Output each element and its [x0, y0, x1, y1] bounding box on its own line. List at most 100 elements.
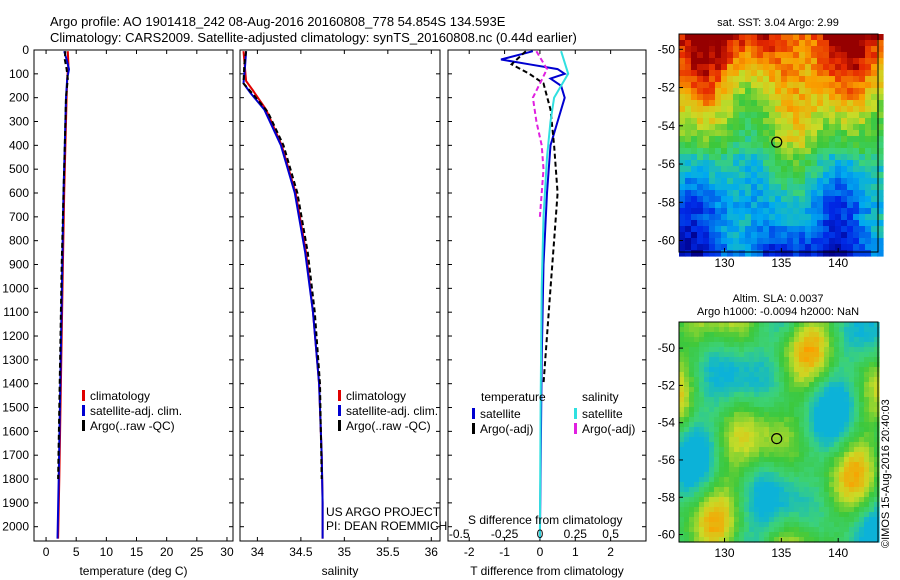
heatmap-cell	[835, 70, 842, 77]
heatmap-cell	[817, 106, 824, 113]
heatmap-cell	[749, 412, 755, 418]
heatmap-cell	[763, 220, 770, 227]
heatmap-cell	[877, 58, 884, 65]
heatmap-cell	[847, 172, 854, 179]
heatmap-cell	[829, 532, 835, 538]
heatmap-cell	[739, 447, 745, 453]
heatmap-cell	[823, 106, 830, 113]
heatmap-cell	[864, 492, 870, 498]
heatmap-cell	[787, 148, 794, 155]
heatmap-cell	[727, 112, 734, 119]
heatmap-cell	[774, 427, 780, 433]
heatmap-cell	[799, 322, 805, 328]
heatmap-cell	[719, 472, 725, 478]
x-tick-label: -2	[464, 545, 475, 559]
heatmap-cell	[784, 437, 790, 443]
heatmap-cell	[689, 457, 695, 463]
heatmap-cell	[769, 208, 776, 215]
heatmap-cell	[694, 532, 700, 538]
heatmap-cell	[764, 467, 770, 473]
heatmap-cell	[794, 322, 800, 328]
heatmap-cell	[709, 482, 715, 488]
heatmap-cell	[769, 94, 776, 101]
heatmap-cell	[823, 220, 830, 227]
heatmap-cell	[823, 142, 830, 149]
heatmap-cell	[859, 202, 866, 209]
x-tick-label: 140	[828, 546, 848, 560]
heatmap-cell	[739, 118, 746, 125]
heatmap-cell	[709, 244, 716, 251]
heatmap-cell	[829, 76, 836, 83]
heatmap-cell	[799, 220, 806, 227]
heatmap-cell	[864, 362, 870, 368]
heatmap-cell	[775, 40, 782, 47]
heatmap-cell	[779, 377, 785, 383]
legend-swatch	[472, 423, 475, 434]
heatmap-cell	[779, 532, 785, 538]
heatmap-cell	[789, 462, 795, 468]
heatmap-cell	[679, 154, 686, 161]
heatmap-cell	[689, 507, 695, 513]
heatmap-cell	[793, 82, 800, 89]
heatmap-cell	[871, 166, 878, 173]
heatmap-cell	[853, 220, 860, 227]
heatmap-cell	[877, 82, 884, 89]
heatmap-cell	[824, 407, 830, 413]
heatmap-cell	[871, 64, 878, 71]
heatmap-cell	[849, 437, 855, 443]
heatmap-cell	[869, 482, 875, 488]
heatmap-cell	[774, 327, 780, 333]
heatmap-cell	[834, 477, 840, 483]
heatmap-cell	[849, 362, 855, 368]
heatmap-cell	[691, 112, 698, 119]
heatmap-cell	[759, 497, 765, 503]
heatmap-cell	[699, 462, 705, 468]
heatmap-cell	[759, 522, 765, 528]
heatmap-cell	[864, 392, 870, 398]
heatmap-cell	[809, 467, 815, 473]
heatmap-cell	[727, 52, 734, 59]
heatmap-cell	[774, 332, 780, 338]
heatmap-cell	[874, 447, 880, 453]
heatmap-cell	[854, 332, 860, 338]
heatmap-cell	[685, 250, 692, 257]
heatmap-cell	[719, 372, 725, 378]
heatmap-cell	[854, 347, 860, 353]
heatmap-cell	[844, 392, 850, 398]
heatmap-cell	[699, 387, 705, 393]
heatmap-cell	[704, 347, 710, 353]
heatmap-cell	[864, 477, 870, 483]
heatmap-cell	[864, 347, 870, 353]
heatmap-cell	[799, 347, 805, 353]
heatmap-cell	[799, 537, 805, 543]
heatmap-cell	[877, 34, 884, 41]
heatmap-cell	[774, 392, 780, 398]
heatmap-cell	[739, 88, 746, 95]
heatmap-cell	[781, 124, 788, 131]
heatmap-cell	[869, 527, 875, 533]
heatmap-cell	[829, 447, 835, 453]
heatmap-cell	[779, 357, 785, 363]
heatmap-cell	[834, 512, 840, 518]
heatmap-cell	[849, 402, 855, 408]
heatmap-cell	[685, 130, 692, 137]
heatmap-cell	[853, 52, 860, 59]
heatmap-cell	[709, 94, 716, 101]
heatmap-cell	[811, 70, 818, 77]
heatmap-cell	[817, 94, 824, 101]
heatmap-cell	[715, 70, 722, 77]
heatmap-cell	[814, 517, 820, 523]
heatmap-cell	[703, 184, 710, 191]
heatmap-cell	[694, 417, 700, 423]
heatmap-cell	[829, 462, 835, 468]
heatmap-cell	[775, 124, 782, 131]
heatmap-cell	[689, 497, 695, 503]
heatmap-cell	[811, 238, 818, 245]
heatmap-cell	[823, 100, 830, 107]
heatmap-cell	[794, 392, 800, 398]
heatmap-cell	[764, 372, 770, 378]
heatmap-cell	[781, 34, 788, 41]
heatmap-cell	[745, 190, 752, 197]
heatmap-cell	[779, 372, 785, 378]
